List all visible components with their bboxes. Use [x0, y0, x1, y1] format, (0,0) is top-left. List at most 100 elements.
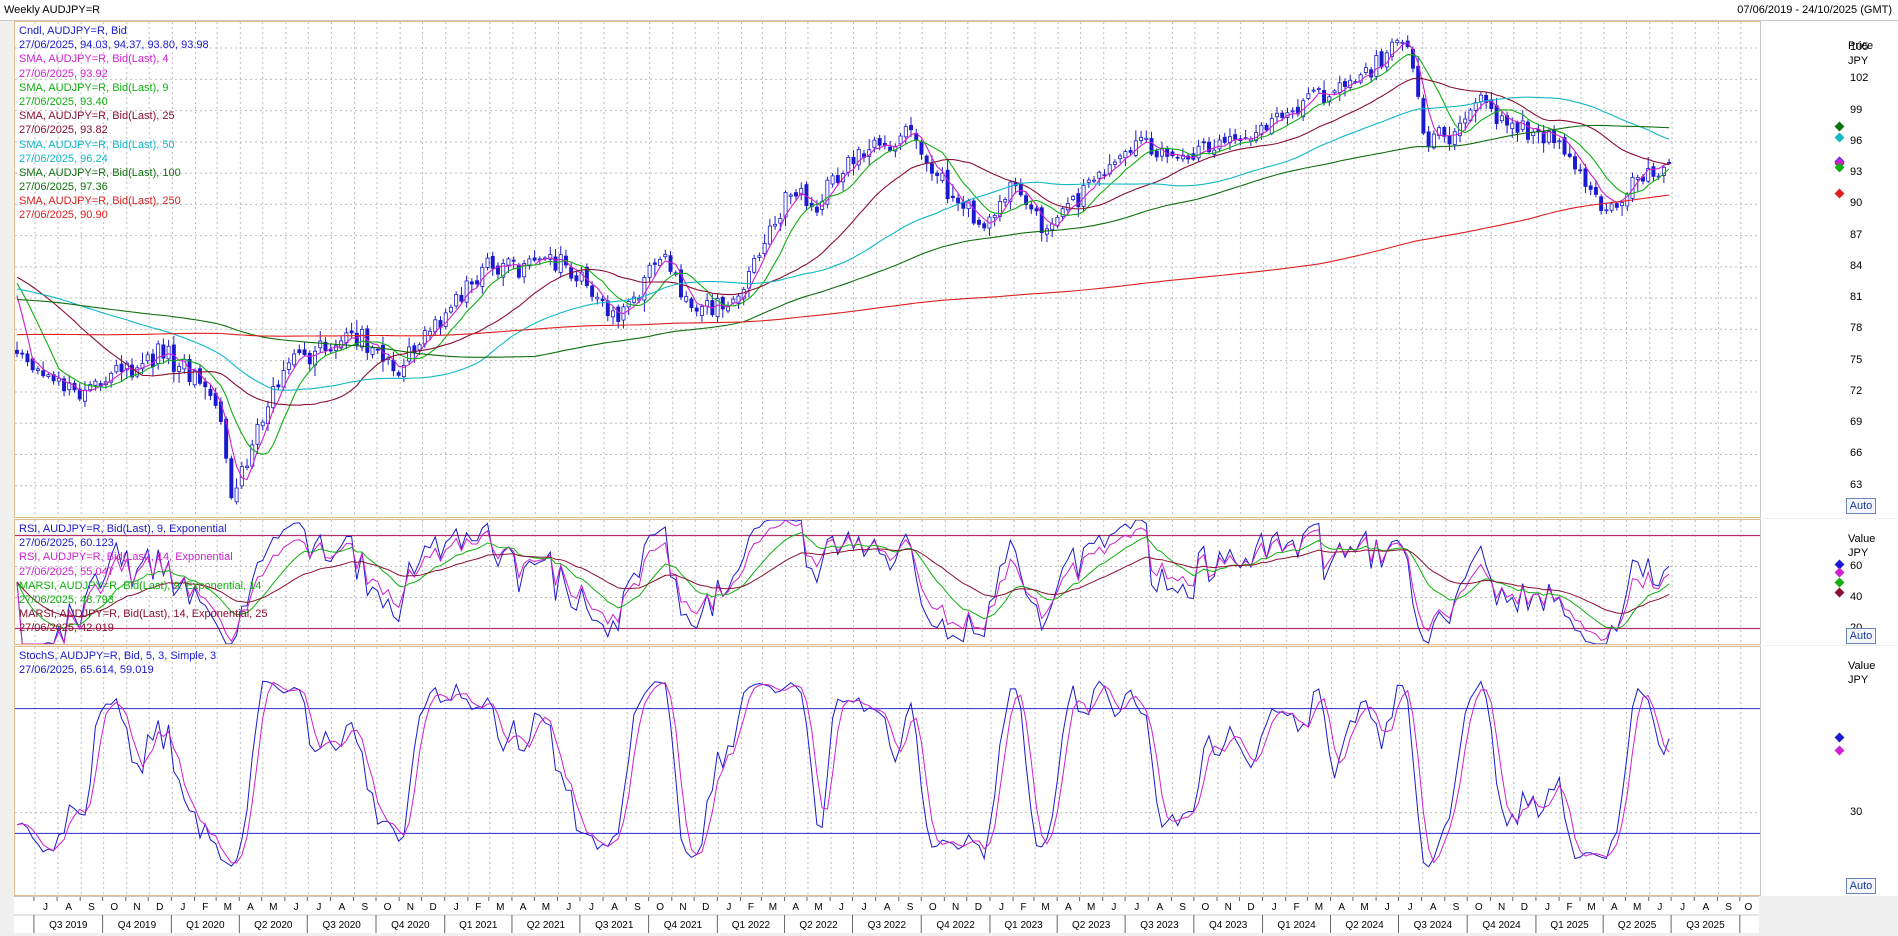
month-label: O	[110, 902, 118, 913]
candle	[767, 218, 772, 247]
candle	[752, 254, 757, 275]
rsi-axis[interactable]: Value JPY 204060 Auto	[1760, 519, 1898, 645]
candle	[156, 340, 161, 370]
stoch-pane[interactable]: StochS, AUDJPY=R, Bid, 5, 3, Simple, 3 27…	[14, 646, 1761, 896]
candle-body	[485, 257, 490, 268]
candle-body	[1065, 203, 1070, 211]
month-label: D	[430, 902, 437, 913]
stoch-axis[interactable]: Value JPY 30 Auto	[1760, 646, 1898, 896]
price-pane[interactable]: Cndl, AUDJPY=R, Bid 27/06/2025, 94.03, 94…	[14, 21, 1761, 518]
candle	[375, 347, 380, 354]
candle	[1086, 177, 1091, 188]
candle-body	[1264, 124, 1269, 131]
candle-body	[271, 386, 276, 409]
candle	[15, 341, 19, 358]
candle-body	[1593, 187, 1598, 195]
candle-body	[647, 264, 652, 278]
candle	[1264, 122, 1269, 132]
candle	[1139, 130, 1144, 145]
candle	[1065, 197, 1070, 216]
candle	[501, 258, 506, 287]
rsi-last-marker	[1834, 577, 1845, 588]
candle	[966, 198, 971, 218]
stoch-auto-button[interactable]: Auto	[1846, 878, 1876, 894]
rsi-chart[interactable]	[15, 520, 1760, 644]
candle	[203, 377, 208, 400]
candle-body	[276, 384, 281, 388]
stoch-legend: StochS, AUDJPY=R, Bid, 5, 3, Simple, 3 27…	[19, 649, 216, 677]
candle	[1405, 35, 1410, 49]
candle	[51, 371, 56, 385]
candle-body	[443, 312, 448, 327]
candle-body	[1154, 150, 1159, 158]
candle	[1552, 125, 1557, 149]
candle	[302, 341, 307, 357]
price-axis[interactable]: Price JPY 63 66 69 72 75 78 81 84 87 90 93 96 99 102 1…	[1760, 21, 1898, 518]
price-legend-label: Cndl, AUDJPY=R, Bid	[19, 25, 127, 37]
candle	[563, 249, 568, 269]
stoch-chart[interactable]	[15, 647, 1760, 895]
sma-9-line	[16, 54, 1670, 455]
candle-body	[15, 349, 19, 354]
sma-100-line	[16, 124, 1670, 358]
candle-body	[814, 206, 819, 213]
candle	[1510, 117, 1515, 138]
candle	[1112, 159, 1117, 168]
candle-body	[971, 200, 976, 224]
candle-body	[1510, 122, 1515, 129]
candle-body	[516, 264, 521, 278]
quarter-label: Q4 2020	[391, 920, 430, 931]
price-tick-label: 93	[1850, 166, 1863, 179]
candle-body	[1567, 153, 1572, 157]
candle-body	[851, 156, 856, 165]
candle-body	[699, 306, 704, 316]
candle-body	[1484, 94, 1489, 103]
candle	[882, 135, 887, 150]
candle-body	[1546, 130, 1551, 143]
candle	[1092, 176, 1096, 183]
quarter-label: Q1 2024	[1277, 920, 1316, 931]
candle-body	[307, 353, 312, 365]
candle-body	[469, 281, 474, 285]
candle	[496, 262, 500, 279]
candle-body	[553, 256, 558, 271]
month-label: N	[952, 902, 959, 913]
month-label: O	[1202, 902, 1210, 913]
candle-body	[20, 352, 25, 355]
month-label: M	[1315, 902, 1323, 913]
price-tick-label: 78	[1850, 322, 1863, 335]
last-value-marker	[1834, 188, 1845, 199]
candle-body	[286, 362, 291, 370]
candle	[757, 252, 762, 262]
candle-body	[56, 377, 61, 382]
candle-body	[1609, 203, 1614, 211]
candle-body	[773, 223, 778, 227]
candle	[67, 375, 72, 396]
candle-body	[736, 295, 741, 304]
candle-body	[767, 225, 772, 245]
candle	[825, 176, 830, 209]
candle-body	[1520, 120, 1525, 130]
rsi-pane[interactable]: RSI, AUDJPY=R, Bid(Last), 9, Exponential…	[14, 519, 1761, 645]
price-tick-label: 69	[1850, 416, 1863, 429]
candle-body	[1452, 131, 1457, 145]
candle	[841, 170, 846, 191]
quarter-label: Q4 2019	[118, 920, 157, 931]
price-auto-button[interactable]: Auto	[1846, 498, 1876, 514]
rsi-last-marker	[1834, 567, 1845, 578]
candle-body	[1478, 94, 1483, 102]
candle-body	[1081, 184, 1086, 207]
candle	[443, 308, 448, 329]
candle	[977, 216, 981, 228]
candle-body	[1290, 110, 1295, 113]
candle-body	[1431, 133, 1436, 149]
rsi-legend-value: 27/06/2025, 60.123	[19, 537, 114, 550]
price-chart[interactable]	[15, 22, 1760, 517]
candle	[699, 304, 704, 323]
candle	[354, 319, 359, 350]
price-tick-label: 63	[1850, 478, 1863, 491]
candle-body	[825, 179, 830, 205]
rsi-auto-button[interactable]: Auto	[1846, 628, 1876, 644]
candle-body	[1071, 195, 1076, 200]
